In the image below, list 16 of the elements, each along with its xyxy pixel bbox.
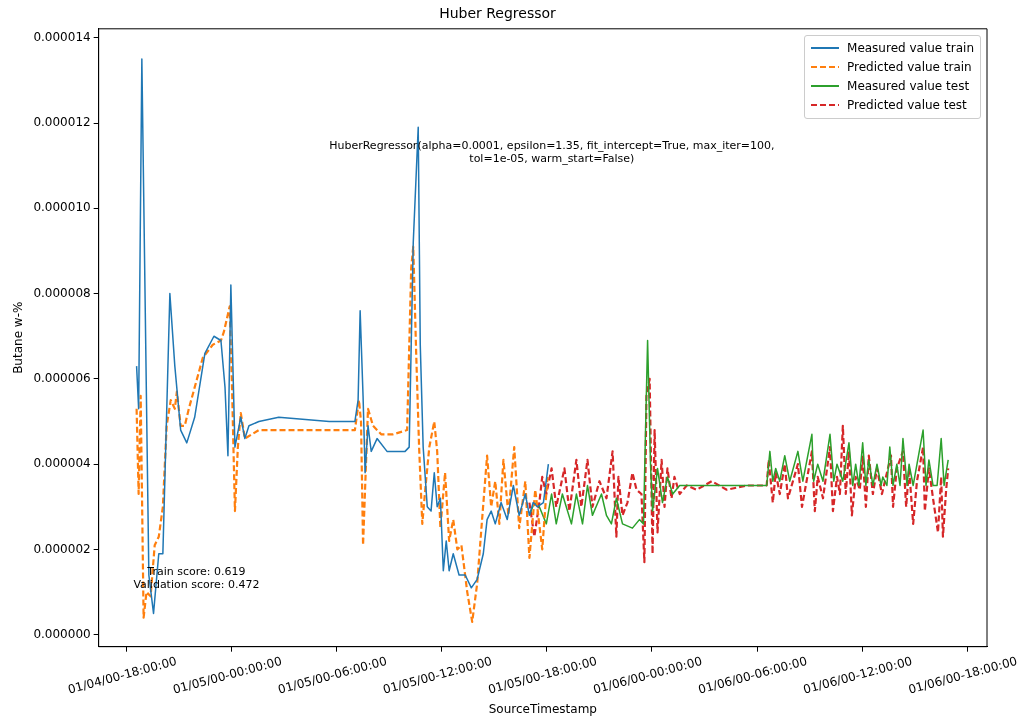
legend-label: Predicted value train bbox=[847, 60, 972, 75]
y-tick-label: 0.000014 bbox=[33, 29, 91, 44]
y-tick-label: 0.000004 bbox=[33, 456, 91, 471]
line-series bbox=[528, 377, 950, 564]
y-tick-label: 0.000008 bbox=[33, 285, 91, 300]
x-axis-title: SourceTimestamp bbox=[488, 701, 597, 716]
legend-label: Predicted value test bbox=[847, 98, 967, 113]
y-tick-label: 0.000000 bbox=[33, 626, 91, 641]
legend-label: Measured value test bbox=[847, 79, 970, 94]
y-tick-label: 0.000012 bbox=[33, 115, 91, 130]
y-tick-label: 0.000002 bbox=[33, 541, 91, 556]
legend-label: Measured value train bbox=[847, 41, 974, 56]
chart-title: Huber Regressor bbox=[439, 5, 557, 22]
y-tick-label: 0.000010 bbox=[33, 200, 91, 215]
y-axis-title: Butane w-% bbox=[11, 301, 26, 374]
y-tick-label: 0.000006 bbox=[33, 371, 91, 386]
